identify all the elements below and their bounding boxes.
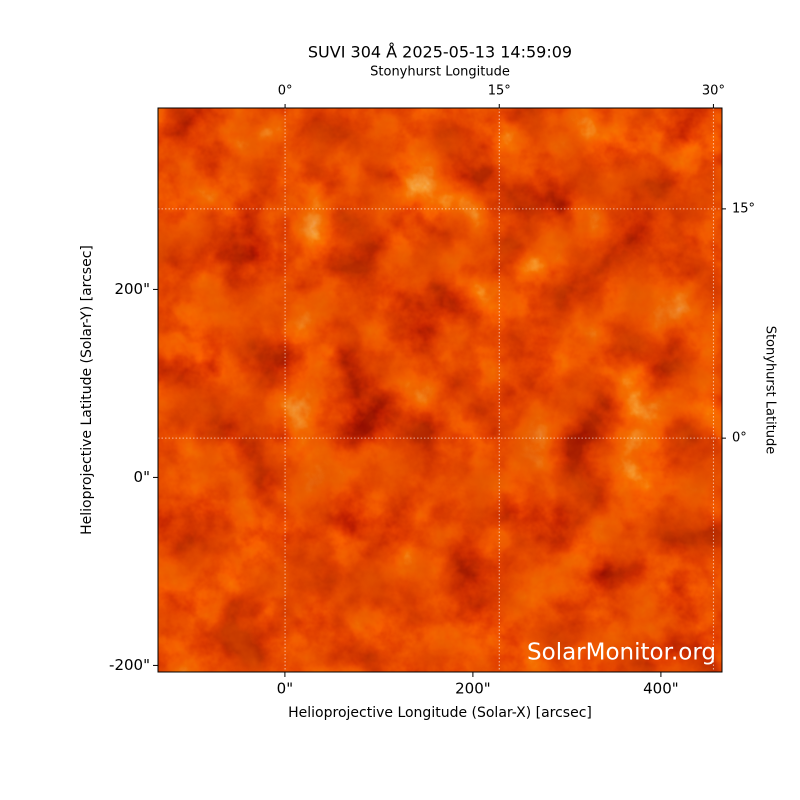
x2-tick-label: 15° [488, 84, 511, 99]
x-axis-label: Helioprojective Longitude (Solar-X) [arc… [288, 705, 592, 721]
y2-tick-label: 0° [732, 431, 747, 446]
y-tick-label: -200" [109, 656, 150, 674]
x2-tick-label: 0° [278, 84, 293, 99]
watermark: SolarMonitor.org [527, 640, 716, 666]
y-axis-label: Helioprojective Latitude (Solar-Y) [arcs… [79, 245, 95, 535]
axes-frame [157, 107, 723, 673]
plot-area [158, 108, 722, 672]
y-tick-label: 0" [134, 468, 150, 486]
x2-axis-label: Stonyhurst Longitude [370, 65, 510, 80]
x-tick-label: 0" [277, 680, 293, 698]
chart-title: SUVI 304 Å 2025-05-13 14:59:09 [308, 43, 572, 62]
y2-tick-label: 15° [732, 201, 755, 216]
x2-tick-label: 30° [702, 84, 725, 99]
solar-image [158, 108, 722, 672]
y-tick-label: 200" [114, 280, 150, 298]
x-tick-label: 400" [643, 680, 679, 698]
y2-axis-label: Stonyhurst Latitude [763, 326, 778, 455]
x-tick-label: 200" [455, 680, 491, 698]
